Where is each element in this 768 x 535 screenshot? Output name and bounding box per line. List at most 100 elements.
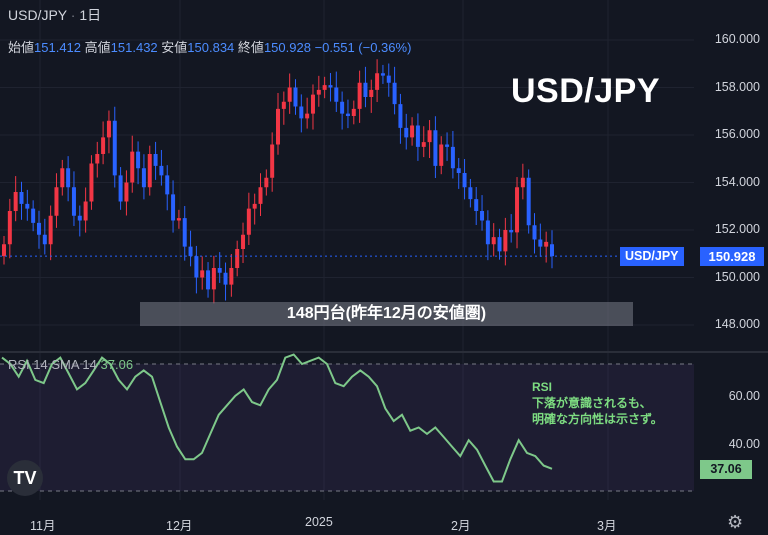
candle-body xyxy=(217,268,222,273)
candle-body xyxy=(264,177,269,188)
candle-body xyxy=(165,175,170,195)
candle-body xyxy=(450,146,455,169)
candle-body xyxy=(258,187,263,204)
candle-body xyxy=(66,168,71,188)
rsi-axis-label: 40.00 xyxy=(728,437,760,451)
candle-body xyxy=(480,211,485,221)
candle-body xyxy=(252,203,257,209)
close-value: 150.928 xyxy=(263,40,311,55)
candle-body xyxy=(48,215,53,245)
candle-body xyxy=(345,113,350,116)
price-axis-label: 154.000 xyxy=(714,175,760,189)
candle-body xyxy=(136,151,141,169)
candle-body xyxy=(235,249,240,268)
candle-body xyxy=(421,142,426,147)
candle-body xyxy=(310,94,315,114)
candle-body xyxy=(515,187,520,233)
candle-body xyxy=(497,237,502,252)
candle-body xyxy=(112,120,117,176)
candle-body xyxy=(410,125,415,138)
candle-body xyxy=(293,87,298,107)
candle-body xyxy=(71,187,76,216)
candle-body xyxy=(106,120,111,138)
candle-body xyxy=(54,187,59,216)
candle-body xyxy=(404,127,409,138)
candle-body xyxy=(211,268,216,290)
low-value: 150.834 xyxy=(187,40,235,55)
candle-body xyxy=(532,225,537,240)
candle-body xyxy=(223,272,228,285)
open-value: 151.412 xyxy=(34,40,82,55)
tradingview-logo-icon[interactable]: TV xyxy=(7,460,43,496)
candle-body xyxy=(176,218,181,221)
rsi-note: RSI 下落が意識されるも、 明確な方向性は示さず。 xyxy=(532,379,663,427)
candle-body xyxy=(474,199,479,211)
candle-body xyxy=(101,137,106,154)
symbol-legend: USD/JPY · 1日 xyxy=(8,7,102,23)
candle-body xyxy=(316,89,321,95)
interval-label: 1日 xyxy=(79,7,102,23)
ohlc-legend: 始値151.412 高値151.432 安値150.834 終値150.928 … xyxy=(8,37,411,56)
rsi-line xyxy=(1,353,553,483)
price-axis-label: 152.000 xyxy=(714,222,760,236)
candle-body xyxy=(171,194,176,221)
candle-body xyxy=(287,87,292,102)
candle-body xyxy=(270,144,275,178)
gear-icon[interactable]: ⚙ xyxy=(727,512,744,532)
candle-body xyxy=(200,270,205,278)
candle-body xyxy=(7,211,12,245)
price-axis-label: 148.000 xyxy=(714,317,760,331)
candle-body xyxy=(281,101,286,109)
candle-body xyxy=(340,101,345,114)
candle-body xyxy=(229,268,234,285)
rsi-band xyxy=(0,364,694,491)
time-axis-label: 11月 xyxy=(30,519,56,533)
range-annotation: 148円台(昨年12月の安値圏) xyxy=(140,302,633,326)
price-axis-label: 160.000 xyxy=(714,32,760,46)
candle-body xyxy=(25,203,30,209)
candle-body xyxy=(491,237,496,245)
candle-body xyxy=(485,220,490,245)
candle-body xyxy=(526,177,531,226)
candle-body xyxy=(415,125,420,147)
candle-body xyxy=(538,239,543,247)
low-label: 安値 xyxy=(161,40,188,55)
candle-body xyxy=(363,82,368,97)
candle-body xyxy=(550,244,554,257)
candle-body xyxy=(130,151,135,183)
change-value: −0.551 (−0.36%) xyxy=(314,40,412,55)
candle-body xyxy=(398,104,403,128)
price-axis-label: 150.000 xyxy=(714,270,760,284)
rsi-legend-value: 37.06 xyxy=(100,357,134,372)
candle-body xyxy=(369,89,374,97)
candle-body xyxy=(153,154,158,166)
candle-body xyxy=(357,82,362,109)
rsi-legend: RSI 14 SMA 14 37.06 xyxy=(8,357,133,372)
candle-body xyxy=(182,218,187,247)
candle-body xyxy=(19,192,24,204)
candle-body xyxy=(118,175,123,202)
rsi-current-tag: 37.06 xyxy=(700,460,752,479)
candle-body xyxy=(328,85,333,88)
candle-body xyxy=(433,130,438,166)
candle-body xyxy=(194,256,199,278)
candle-body xyxy=(89,163,94,202)
candle-body xyxy=(520,177,525,188)
candle-body xyxy=(305,113,310,119)
candle-body xyxy=(299,106,304,119)
rsi-note-line: 下落が意識されるも、 xyxy=(532,396,652,410)
candle-body xyxy=(141,168,146,188)
time-axis-label: 3月 xyxy=(597,519,617,533)
candle-body xyxy=(276,108,280,145)
candle-body xyxy=(386,75,391,83)
rsi-legend-label: RSI 14 SMA 14 xyxy=(8,357,97,372)
candle-body xyxy=(60,168,65,188)
candle-body xyxy=(375,73,380,90)
candle-body xyxy=(147,154,152,188)
last-price-symbol-tag: USD/JPY xyxy=(620,247,684,266)
candle-body xyxy=(351,108,356,116)
candle-body xyxy=(13,192,18,211)
time-axis-label: 12月 xyxy=(166,519,193,533)
